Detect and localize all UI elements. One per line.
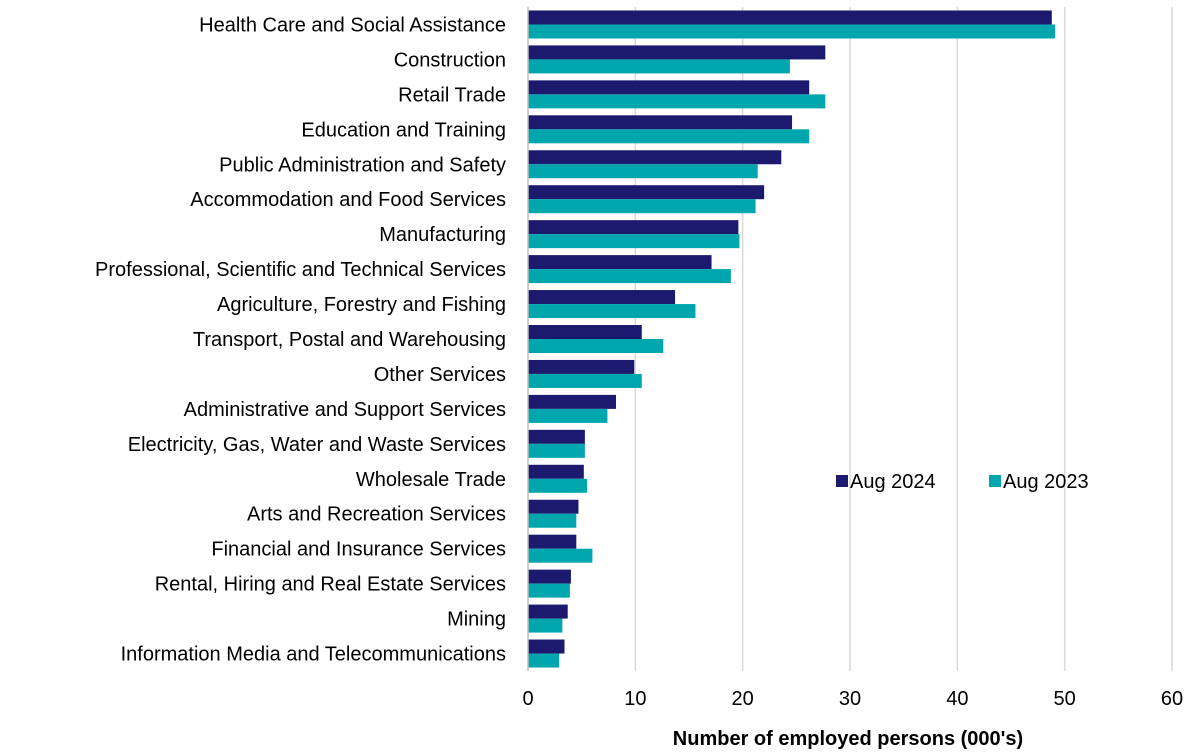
bar-aug-2023-financial-and-insurance-services [528, 548, 593, 563]
x-tick-label-50: 50 [1054, 688, 1076, 710]
category-label-electricity-gas-water-and-waste-services: Electricity, Gas, Water and Waste Servic… [128, 434, 506, 456]
bar-aug-2023-wholesale-trade [528, 478, 588, 493]
bar-aug-2023-mining [528, 618, 563, 633]
bar-aug-2023-agriculture-forestry-and-fishing [528, 304, 696, 319]
category-label-arts-and-recreation-services: Arts and Recreation Services [247, 504, 506, 526]
bar-aug-2024-rental-hiring-and-real-estate-services [528, 569, 571, 584]
bar-aug-2024-other-services [528, 359, 635, 374]
category-label-education-and-training: Education and Training [301, 119, 506, 141]
bar-aug-2024-education-and-training [528, 115, 793, 130]
category-label-rental-hiring-and-real-estate-services: Rental, Hiring and Real Estate Services [155, 574, 506, 596]
bar-aug-2024-arts-and-recreation-services [528, 499, 579, 514]
category-labels: Health Care and Social Assistance Constru… [95, 14, 506, 665]
category-label-construction: Construction [394, 49, 506, 71]
bar-aug-2023-retail-trade [528, 94, 826, 109]
category-label-mining: Mining [447, 609, 506, 631]
x-tick-label-40: 40 [946, 688, 968, 710]
x-axis-title: Number of employed persons (000's) [673, 728, 1023, 750]
bar-aug-2023-arts-and-recreation-services [528, 513, 577, 528]
bar-aug-2023-health-care-and-social-assistance [528, 24, 1056, 39]
category-label-manufacturing: Manufacturing [379, 224, 506, 246]
category-label-transport-postal-and-warehousing: Transport, Postal and Warehousing [193, 329, 506, 351]
bar-aug-2023-public-administration-and-safety [528, 164, 758, 179]
legend-swatch-aug-2023 [989, 475, 1001, 487]
bar-aug-2024-accommodation-and-food-services [528, 185, 765, 200]
category-label-information-media-and-telecommunications: Information Media and Telecommunications [121, 644, 506, 666]
x-tick-label-30: 30 [839, 688, 861, 710]
bar-aug-2024-professional-scientific-and-technical-services [528, 255, 712, 270]
bar-aug-2024-electricity-gas-water-and-waste-services [528, 429, 585, 444]
bars [528, 10, 1056, 668]
bar-aug-2023-other-services [528, 373, 642, 388]
bar-aug-2023-electricity-gas-water-and-waste-services [528, 443, 585, 458]
bar-aug-2024-agriculture-forestry-and-fishing [528, 290, 676, 305]
bar-aug-2023-transport-postal-and-warehousing [528, 339, 664, 353]
bar-aug-2023-manufacturing [528, 234, 740, 249]
bar-aug-2024-health-care-and-social-assistance [528, 10, 1052, 25]
x-tick-labels: 0 10 20 30 40 50 60 [522, 688, 1183, 710]
x-tick-label-0: 0 [522, 688, 533, 710]
bar-aug-2024-transport-postal-and-warehousing [528, 325, 642, 339]
legend: Aug 2024 Aug 2023 [836, 471, 1089, 493]
bar-aug-2024-retail-trade [528, 80, 810, 95]
category-label-financial-and-insurance-services: Financial and Insurance Services [211, 539, 506, 561]
category-label-public-administration-and-safety: Public Administration and Safety [219, 154, 506, 176]
category-label-other-services: Other Services [374, 364, 506, 386]
legend-swatch-aug-2024 [836, 475, 848, 487]
bar-aug-2024-wholesale-trade [528, 464, 584, 479]
bar-aug-2023-construction [528, 59, 790, 74]
bar-aug-2024-manufacturing [528, 220, 739, 235]
bar-aug-2023-accommodation-and-food-services [528, 199, 756, 214]
category-label-agriculture-forestry-and-fishing: Agriculture, Forestry and Fishing [217, 294, 506, 316]
legend-label-aug-2024: Aug 2024 [850, 471, 936, 493]
x-tick-label-20: 20 [732, 688, 754, 710]
bar-aug-2024-information-media-and-telecommunications [528, 639, 565, 654]
category-label-wholesale-trade: Wholesale Trade [356, 469, 506, 491]
legend-label-aug-2023: Aug 2023 [1003, 471, 1089, 493]
category-label-professional-scientific-and-technical-services: Professional, Scientific and Technical S… [95, 259, 506, 281]
bar-aug-2024-administrative-and-support-services [528, 394, 617, 409]
bar-aug-2024-mining [528, 604, 568, 619]
category-label-health-care-and-social-assistance: Health Care and Social Assistance [199, 14, 506, 36]
x-tick-label-60: 60 [1161, 688, 1183, 710]
bar-aug-2023-rental-hiring-and-real-estate-services [528, 583, 570, 598]
category-label-administrative-and-support-services: Administrative and Support Services [184, 399, 506, 421]
bar-aug-2023-administrative-and-support-services [528, 408, 608, 423]
x-tick-label-10: 10 [624, 688, 646, 710]
category-label-accommodation-and-food-services: Accommodation and Food Services [190, 189, 506, 211]
category-label-retail-trade: Retail Trade [398, 84, 506, 106]
bar-aug-2023-education-and-training [528, 129, 810, 144]
bar-aug-2024-construction [528, 45, 826, 60]
bar-aug-2023-information-media-and-telecommunications [528, 653, 560, 668]
bar-aug-2024-financial-and-insurance-services [528, 534, 577, 549]
bar-aug-2024-public-administration-and-safety [528, 150, 782, 165]
bar-aug-2023-professional-scientific-and-technical-services [528, 269, 731, 284]
